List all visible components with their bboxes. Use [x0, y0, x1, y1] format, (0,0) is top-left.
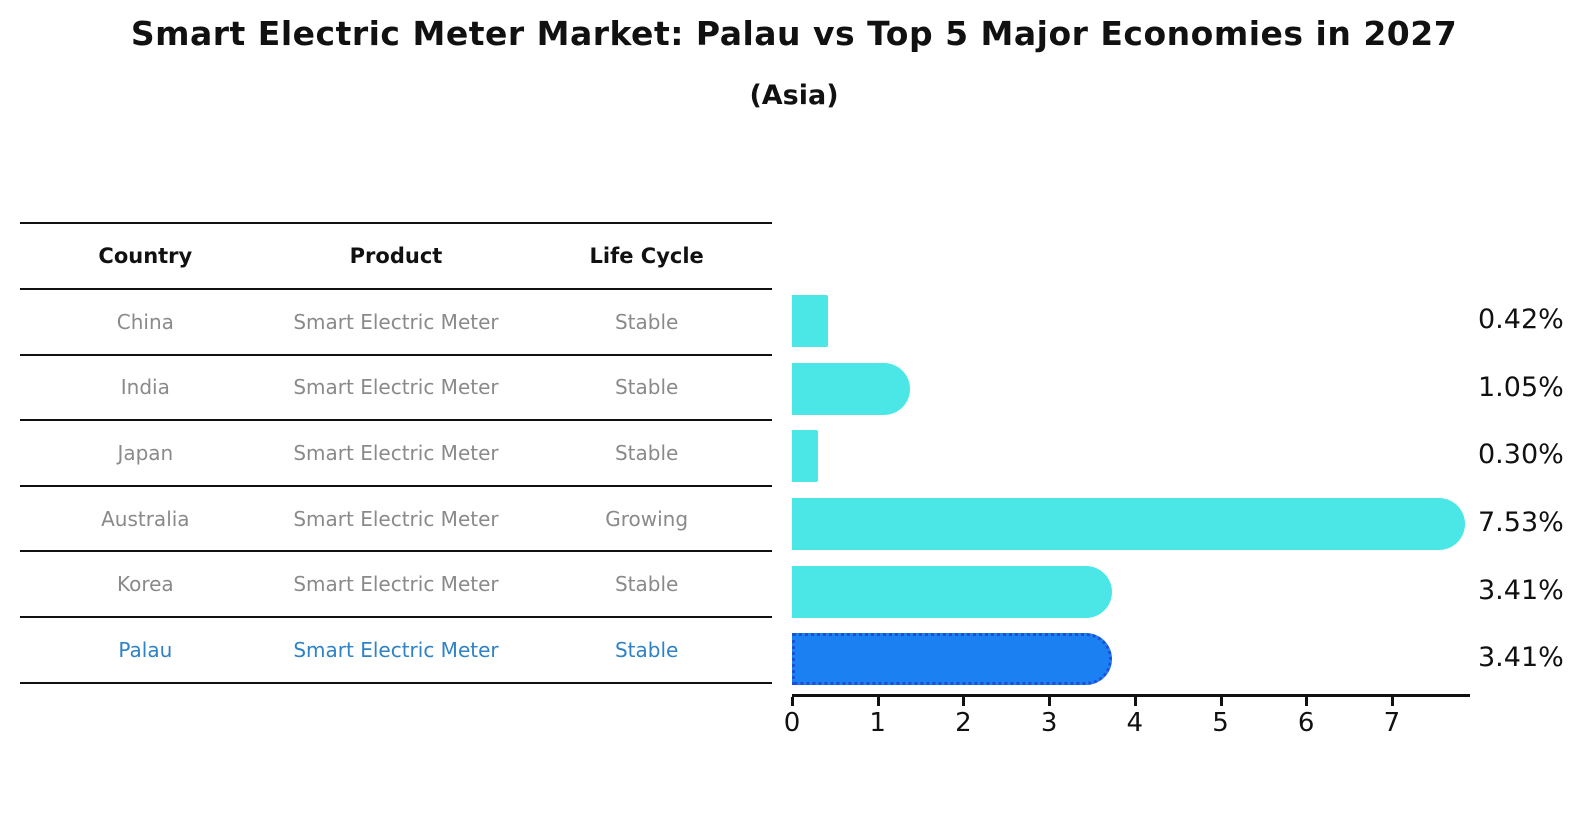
table-row-palau: Palau Smart Electric Meter Stable — [20, 618, 772, 684]
value-label-australia: 7.53% — [1478, 506, 1564, 538]
x-axis-tick-0 — [791, 697, 794, 706]
life-cycle-cell: Stable — [614, 637, 679, 662]
product-cell: Smart Electric Meter — [293, 375, 499, 400]
table-row-china: China Smart Electric Meter Stable — [20, 290, 772, 356]
value-label-japan: 0.30% — [1478, 439, 1564, 471]
life-cycle-cell: Stable — [614, 440, 679, 465]
table-header-product: Product — [349, 244, 443, 268]
x-axis-label-3: 3 — [1040, 708, 1058, 738]
x-axis-label-4: 4 — [1126, 708, 1144, 738]
bar-australia — [792, 497, 1466, 550]
table-header-country: Country — [98, 244, 193, 268]
bar-korea — [792, 565, 1113, 618]
life-cycle-cell: Stable — [614, 375, 679, 400]
table-body: China Smart Electric Meter Stable India Smar… — [20, 290, 772, 684]
country-cell: Japan — [117, 440, 174, 465]
x-axis-label-1: 1 — [869, 708, 886, 738]
country-cell: India — [120, 375, 170, 400]
life-cycle-cell: Stable — [614, 309, 679, 334]
table-header-life-cycle: Life Cycle — [589, 244, 704, 268]
bar-china — [792, 294, 828, 347]
bar-india — [792, 362, 910, 415]
table-header-row: Country Product Life Cycle — [20, 222, 772, 290]
value-label-india: 1.05% — [1478, 371, 1564, 403]
country-cell: China — [116, 309, 174, 334]
life-cycle-cell: Stable — [614, 572, 679, 597]
x-axis-label-6: 6 — [1297, 708, 1315, 738]
x-axis-label-2: 2 — [955, 708, 972, 738]
table-row-japan: Japan Smart Electric Meter Stable — [20, 421, 772, 487]
x-axis-tick-1 — [876, 697, 880, 706]
product-cell: Smart Electric Meter — [293, 572, 499, 597]
chart-subtitle: (Asia) — [749, 80, 839, 111]
value-label-palau: 3.41% — [1478, 642, 1564, 674]
product-cell: Smart Electric Meter — [293, 309, 499, 334]
value-label-china: 0.42% — [1478, 303, 1564, 335]
x-axis-label-0: 0 — [783, 708, 801, 738]
value-label-korea: 3.41% — [1478, 574, 1564, 606]
x-axis-tick-6 — [1305, 697, 1309, 706]
bar-japan — [792, 430, 818, 483]
x-axis-label-7: 7 — [1383, 708, 1401, 738]
x-axis-tick-2 — [962, 697, 966, 706]
country-cell: Palau — [118, 637, 173, 662]
country-cell: Korea — [116, 572, 174, 597]
x-axis-tick-4 — [1133, 697, 1137, 706]
table-row-india: India Smart Electric Meter Stable — [20, 356, 772, 422]
product-cell: Smart Electric Meter — [293, 506, 499, 531]
bar-chart-area: 0 1 2 3 4 5 6 7 — [784, 288, 1470, 738]
table-row-australia: Australia Smart Electric Meter Growing — [20, 487, 772, 553]
life-cycle-cell: Growing — [605, 506, 689, 531]
x-axis-tick-7 — [1390, 697, 1394, 706]
bar-palau — [792, 633, 1113, 686]
table-row-korea: Korea Smart Electric Meter Stable — [20, 552, 772, 618]
product-cell: Smart Electric Meter — [293, 637, 499, 662]
product-cell: Smart Electric Meter — [293, 440, 499, 465]
x-axis-label-5: 5 — [1212, 708, 1229, 738]
chart-title: Smart Electric Meter Market: Palau vs To… — [130, 14, 1458, 53]
country-cell: Australia — [101, 506, 190, 531]
x-axis-tick-3 — [1048, 697, 1052, 706]
x-axis-tick-5 — [1219, 697, 1223, 706]
country-table: Country Product Life Cycle China Smart El… — [20, 222, 772, 684]
